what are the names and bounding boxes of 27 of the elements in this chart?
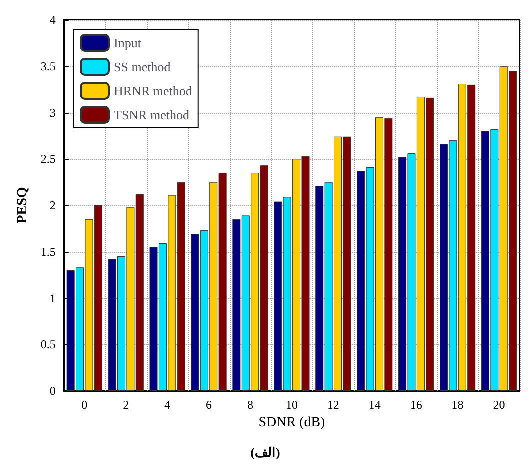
x-tick-label: 18 — [452, 398, 464, 412]
x-axis-title: SDNR (dB) — [258, 415, 326, 430]
y-tick-label: 1.5 — [40, 244, 56, 259]
legend-label: HRNR method — [114, 84, 193, 98]
x-tick-label: 20 — [493, 398, 506, 412]
x-tick-label: 0 — [82, 398, 88, 412]
legend-label: Input — [114, 36, 142, 50]
x-tick-label: 16 — [410, 398, 422, 412]
y-tick-label: 1 — [50, 291, 56, 306]
x-tick-label: 4 — [164, 398, 171, 412]
x-tick-label: 12 — [327, 398, 340, 412]
x-tick-label: 6 — [206, 398, 212, 412]
y-tick-label: 0 — [50, 384, 56, 398]
legend-label: TSNR method — [114, 108, 190, 122]
text: (الف) — [250, 445, 280, 460]
y-tick-label: 3 — [50, 106, 56, 120]
x-tick-label: 10 — [286, 398, 298, 412]
y-tick-label: 2 — [50, 198, 56, 212]
y-tick-label: 0.5 — [40, 338, 56, 352]
x-tick-label: 8 — [247, 398, 254, 412]
y-tick-label: 3.5 — [40, 59, 56, 74]
x-tick-label: 14 — [368, 398, 381, 412]
legend-label: SS method — [114, 60, 172, 74]
y-tick-label: 4 — [50, 13, 56, 27]
x-tick-label: 2 — [123, 398, 130, 412]
y-axis-title: PESQ — [16, 187, 30, 224]
y-tick-label: 2.5 — [40, 152, 56, 166]
